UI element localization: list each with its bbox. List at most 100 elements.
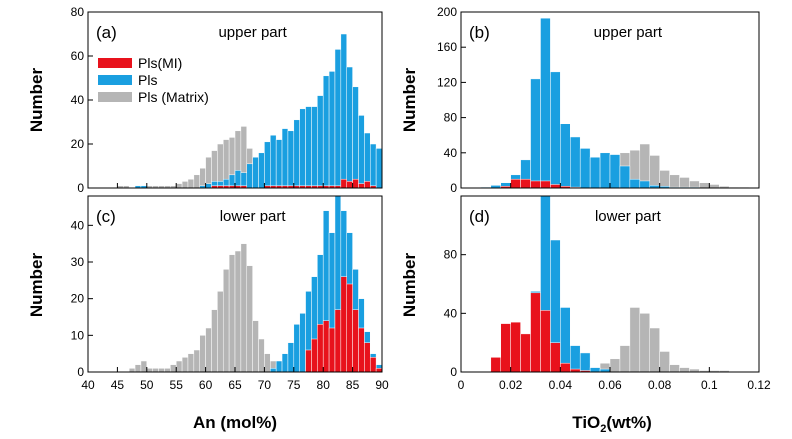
bar-pls-a	[340, 33, 347, 188]
bar-pls-a	[293, 119, 300, 188]
xtick-label-d: 0.08	[648, 378, 672, 392]
bar-pls-a	[299, 108, 306, 188]
bar-pls-d	[550, 239, 561, 372]
bar-pls-mi-c	[305, 349, 312, 372]
bar-pls-matrix-c	[199, 335, 206, 372]
bar-pls-mi-c	[322, 320, 330, 372]
bar-pls-mi-c	[317, 324, 324, 372]
bar-pls-b	[599, 152, 611, 188]
bar-pls-mi-d	[550, 342, 561, 372]
ytick-label-b: 200	[437, 5, 457, 19]
bar-pls-matrix-b	[669, 174, 680, 188]
ytick-label-b: 80	[444, 111, 458, 125]
bar-pls-b	[579, 148, 591, 188]
panel-title-c: lower part	[220, 208, 287, 225]
legend-label-pls-mi: Pls(MI)	[138, 55, 182, 71]
xtick-label-c: 70	[258, 378, 272, 392]
ylabel-d: Number	[400, 253, 419, 318]
bar-pls-mi-a	[346, 181, 353, 188]
bar-pls-mi-a	[352, 178, 359, 188]
xtick-label-c: 50	[140, 378, 154, 392]
bar-pls-matrix-c	[193, 349, 200, 372]
bar-pls-c	[299, 313, 306, 372]
bar-pls-a	[275, 139, 283, 188]
bar-pls-mi-d	[490, 357, 501, 372]
bar-pls-mi-d	[520, 333, 531, 372]
bar-pls-a	[346, 66, 353, 188]
bar-pls-c	[293, 324, 300, 372]
xtick-label-c: 85	[346, 378, 360, 392]
bar-pls-b	[530, 78, 541, 188]
panel-c: 0 10 20 30 40 40 45 50 55 60 65 70 75 80 85 90 (c) lower …	[71, 195, 389, 392]
bar-pls-a	[246, 163, 253, 188]
bar-pls-matrix-c	[240, 243, 248, 372]
ytick-label-c: 20	[71, 292, 85, 306]
xtick-label-d: 0.1	[701, 378, 718, 392]
bar-pls-matrix-d	[679, 367, 690, 372]
bar-pls-mi-c	[352, 309, 359, 372]
bar-pls-matrix-d	[659, 351, 670, 372]
bar-pls-a	[352, 86, 359, 188]
panel-label-c: (c)	[96, 207, 116, 226]
bar-pls-a	[270, 134, 277, 188]
bar-pls-c	[270, 368, 277, 372]
bar-pls-mi-b	[550, 184, 561, 188]
bar-pls-mi-c	[328, 327, 336, 372]
bar-pls-mi-c	[346, 283, 353, 372]
xlabel-tio2-sub: 2	[600, 423, 606, 435]
ytick-label-a: 80	[71, 5, 85, 19]
xtick-label-d: 0.12	[747, 378, 771, 392]
legend-swatch-pls	[98, 75, 132, 85]
bar-pls-matrix-c	[187, 353, 195, 372]
bar-pls-matrix-d	[649, 327, 660, 372]
xtick-label-d: 0.04	[549, 378, 573, 392]
bar-pls-matrix-b	[699, 182, 710, 188]
bar-pls-matrix-c	[134, 364, 142, 372]
ytick-label-b: 120	[437, 75, 457, 89]
bar-pls-mi-a	[358, 183, 365, 188]
bar-pls-a	[375, 148, 382, 188]
bar-pls-matrix-b	[659, 170, 670, 188]
bar-pls-a	[264, 141, 271, 188]
bar-pls-a	[305, 106, 312, 188]
bar-pls-matrix-d	[609, 358, 621, 372]
bar-pls-a	[369, 143, 377, 188]
legend-swatch-pls-mi	[98, 58, 132, 68]
bar-pls-mi-b	[520, 178, 531, 188]
bar-pls-matrix-c	[128, 368, 136, 372]
bar-pls-b	[589, 156, 601, 188]
xtick-label-c: 40	[81, 378, 95, 392]
ytick-label-a: 60	[71, 49, 85, 63]
ytick-label-d: 0	[450, 365, 457, 379]
ytick-label-b: 160	[437, 40, 457, 54]
bar-pls-mi-a	[364, 181, 371, 188]
bar-pls-b	[570, 136, 581, 188]
bar-pls-mi-a	[369, 185, 377, 188]
panel-title-d: lower part	[595, 208, 662, 225]
ytick-label-c: 30	[71, 255, 85, 269]
ytick-label-b: 0	[450, 181, 457, 195]
ytick-label-d: 80	[444, 248, 458, 262]
bar-pls-matrix-a	[187, 178, 195, 188]
panel-label-a: (a)	[96, 23, 117, 42]
bar-pls-mi-d	[510, 321, 521, 372]
xtick-label-c: 65	[228, 378, 242, 392]
xlabel-tio2-main: TiO	[572, 413, 600, 432]
xlabel-tio2: TiO2(wt%)	[572, 413, 651, 435]
ytick-label-c: 40	[71, 218, 85, 232]
bar-pls-matrix-d	[639, 313, 650, 372]
bar-pls-matrix-c	[152, 368, 159, 372]
bar-pls-b	[619, 165, 631, 188]
bar-pls-a	[234, 170, 242, 188]
xtick-label-d: 0	[458, 378, 465, 392]
panel-b: 0 40 80 120 160 200 (b) upper part	[437, 5, 760, 195]
bar-pls-d	[560, 307, 571, 372]
bar-pls-matrix-c	[217, 291, 224, 372]
bar-pls-mi-d	[500, 323, 511, 372]
bar-pls-matrix-c	[164, 368, 171, 372]
bar-pls-matrix-a	[123, 185, 130, 188]
bar-pls-mi-a	[240, 185, 248, 188]
xtick-label-c: 90	[375, 378, 389, 392]
bar-pls-a	[311, 106, 318, 188]
bar-pls-a	[358, 115, 365, 188]
